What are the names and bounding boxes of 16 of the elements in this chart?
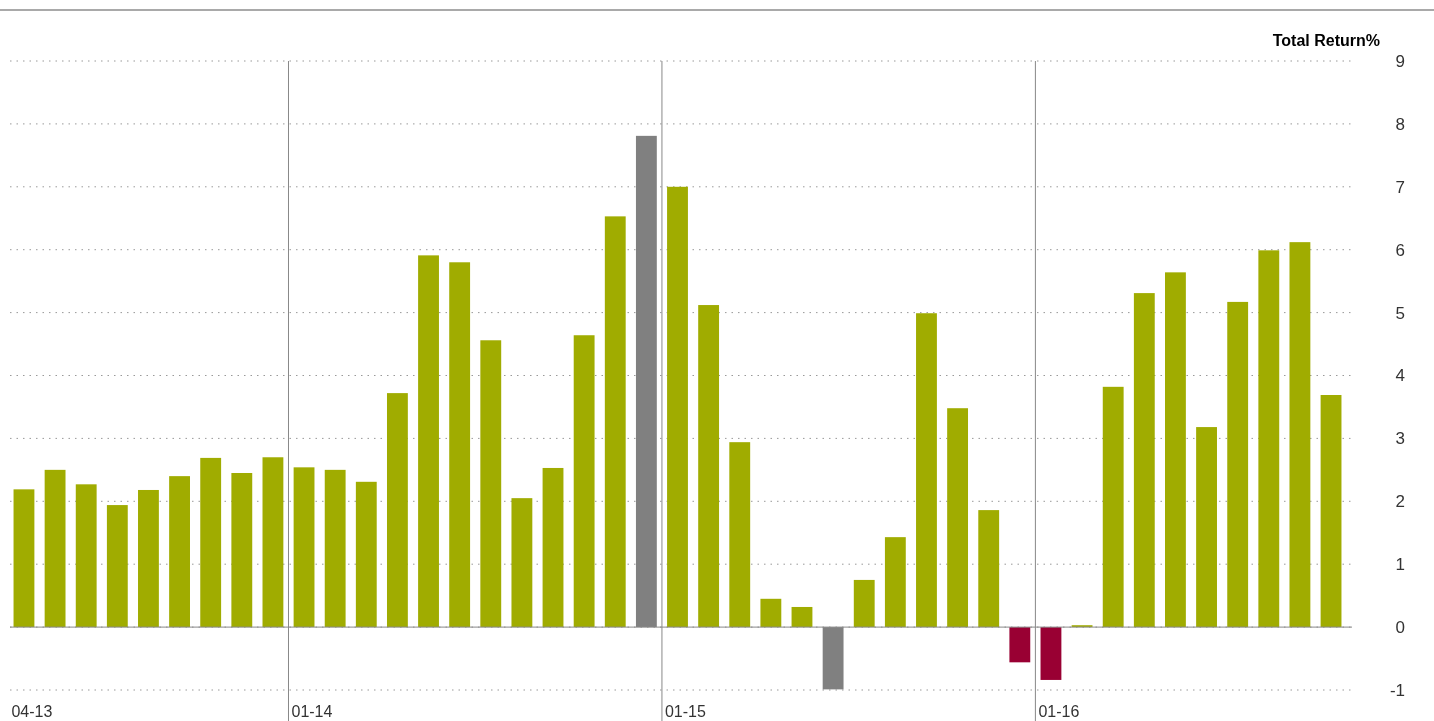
x-tick-label: 01-16 — [1038, 703, 1080, 720]
y-tick-label: 9 — [1395, 51, 1405, 71]
x-tick-label: 01-14 — [291, 703, 333, 720]
y-axis-title: Total Return% — [1272, 32, 1380, 49]
y-tick-label: -1 — [1389, 680, 1405, 700]
y-tick-label: 2 — [1395, 492, 1405, 512]
y-tick-label: 4 — [1395, 366, 1405, 386]
y-tick-label: 7 — [1395, 177, 1405, 197]
y-tick-label: 1 — [1395, 555, 1405, 575]
y-tick-label: 6 — [1395, 240, 1405, 260]
y-tick-label: 3 — [1395, 429, 1405, 449]
x-tick-label: 04-13 — [11, 703, 53, 720]
x-tick-label: 01-15 — [664, 703, 706, 720]
y-tick-label: 0 — [1395, 618, 1405, 638]
y-tick-label: 5 — [1395, 303, 1405, 323]
y-tick-label: 8 — [1395, 114, 1405, 134]
